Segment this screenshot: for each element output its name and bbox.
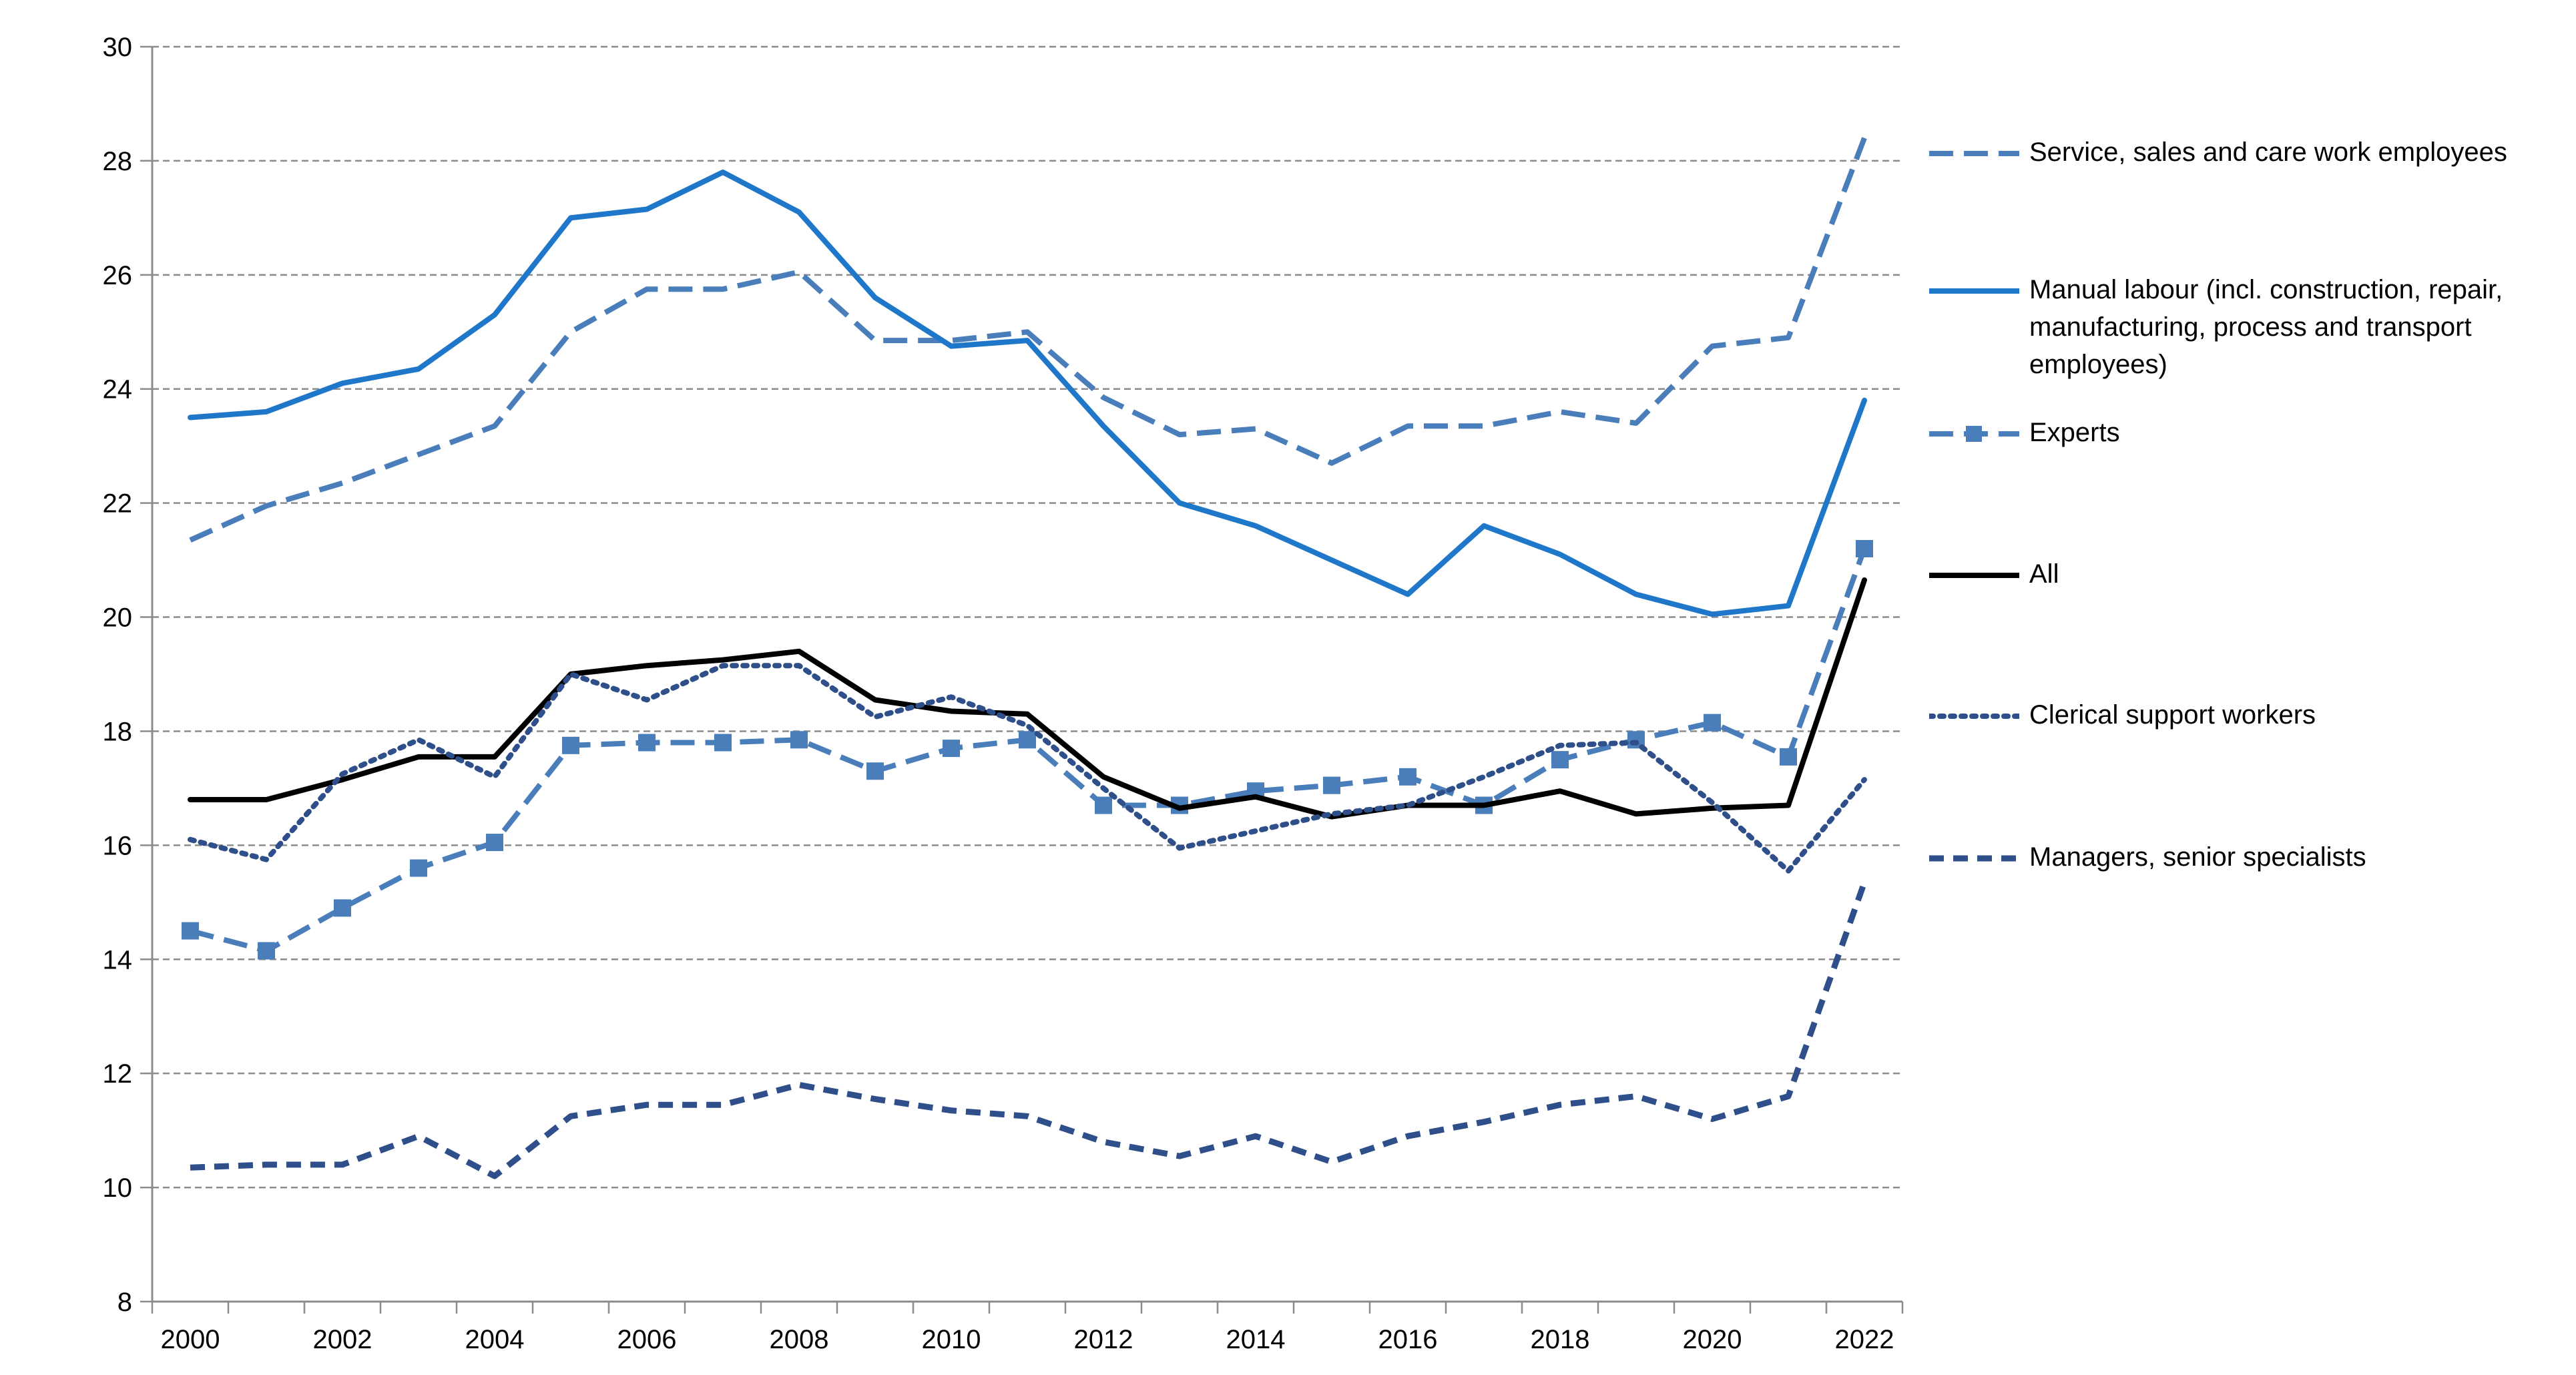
series-marker-2-2000 <box>182 922 199 940</box>
series-marker-2-2007 <box>714 734 732 752</box>
legend-label-clerical: Clerical support workers <box>2029 700 2316 730</box>
y-tick-label-26: 26 <box>103 261 133 290</box>
y-tick-label-10: 10 <box>103 1173 133 1203</box>
y-tick-label-20: 20 <box>103 603 133 633</box>
legend-swatch-service-sales <box>1929 151 2019 156</box>
series-marker-2-2012 <box>1095 796 1112 814</box>
series-marker-2-2010 <box>943 740 960 758</box>
series-marker-2-2002 <box>334 899 351 917</box>
y-tick-label-12: 12 <box>103 1059 133 1089</box>
y-tick-label-14: 14 <box>103 945 133 975</box>
x-tick-label-2020: 2020 <box>1683 1325 1742 1354</box>
series-marker-2-2004 <box>486 834 503 852</box>
legend-swatch-managers <box>1929 855 2019 862</box>
series-marker-2-2011 <box>1019 731 1036 749</box>
legend-label-service-sales: Service, sales and care work employees <box>2029 138 2507 167</box>
series-marker-2-2021 <box>1780 748 1797 766</box>
series-marker-2-2006 <box>638 734 656 752</box>
chart-legend: Service, sales and care work employees M… <box>1929 0 2563 934</box>
y-tick-label-24: 24 <box>103 375 133 404</box>
x-tick-label-2002: 2002 <box>313 1325 372 1354</box>
x-tick-label-2022: 2022 <box>1835 1325 1894 1354</box>
x-tick-label-2014: 2014 <box>1226 1325 1286 1354</box>
series-marker-2-2008 <box>790 731 808 749</box>
legend-label-all: All <box>2029 559 2059 589</box>
y-tick-label-18: 18 <box>103 717 133 746</box>
y-tick-label-8: 8 <box>117 1288 132 1317</box>
series-line-3 <box>188 577 1867 820</box>
series-marker-2-2015 <box>1323 776 1340 794</box>
y-tick-label-30: 30 <box>103 33 133 62</box>
series-marker-2-2016 <box>1399 768 1416 786</box>
series-marker-2-2018 <box>1551 751 1569 769</box>
series-marker-2-2020 <box>1704 714 1721 732</box>
series-marker-2-2009 <box>866 762 884 780</box>
axes <box>140 45 1904 1314</box>
series-marker-2-2022 <box>1856 540 1873 557</box>
x-tick-label-2000: 2000 <box>161 1325 220 1354</box>
series-line-4 <box>188 663 1867 874</box>
series-marker-2-2005 <box>562 736 579 754</box>
legend-swatch-all <box>1929 573 2019 578</box>
y-tick-label-22: 22 <box>103 489 133 519</box>
series-line-0 <box>189 137 1867 543</box>
series-line-1 <box>188 170 1867 617</box>
series-lines <box>182 137 1873 1179</box>
x-tick-label-2018: 2018 <box>1531 1325 1590 1354</box>
legend-swatch-manual-labour <box>1929 288 2019 294</box>
y-tick-label-16: 16 <box>103 831 133 860</box>
legend-label-manual-labour: Manual labour (incl. construction, repai… <box>2029 275 2503 379</box>
legend-swatch-experts <box>1929 426 2019 442</box>
series-marker-2-2003 <box>410 859 427 877</box>
y-tick-label-28: 28 <box>103 147 133 176</box>
series-marker-2-2001 <box>258 942 275 960</box>
grid-lines <box>152 45 1902 1189</box>
x-tick-label-2016: 2016 <box>1378 1325 1438 1354</box>
legend-label-managers: Managers, senior specialists <box>2029 842 2366 872</box>
x-tick-label-2010: 2010 <box>922 1325 981 1354</box>
legend-swatch-clerical <box>1929 714 2019 719</box>
x-tick-label-2006: 2006 <box>617 1325 677 1354</box>
x-tick-label-2012: 2012 <box>1074 1325 1133 1354</box>
series-line-5 <box>190 881 1868 1179</box>
x-tick-label-2004: 2004 <box>465 1325 525 1354</box>
x-tick-label-2008: 2008 <box>770 1325 829 1354</box>
legend-label-experts: Experts <box>2029 418 2120 447</box>
